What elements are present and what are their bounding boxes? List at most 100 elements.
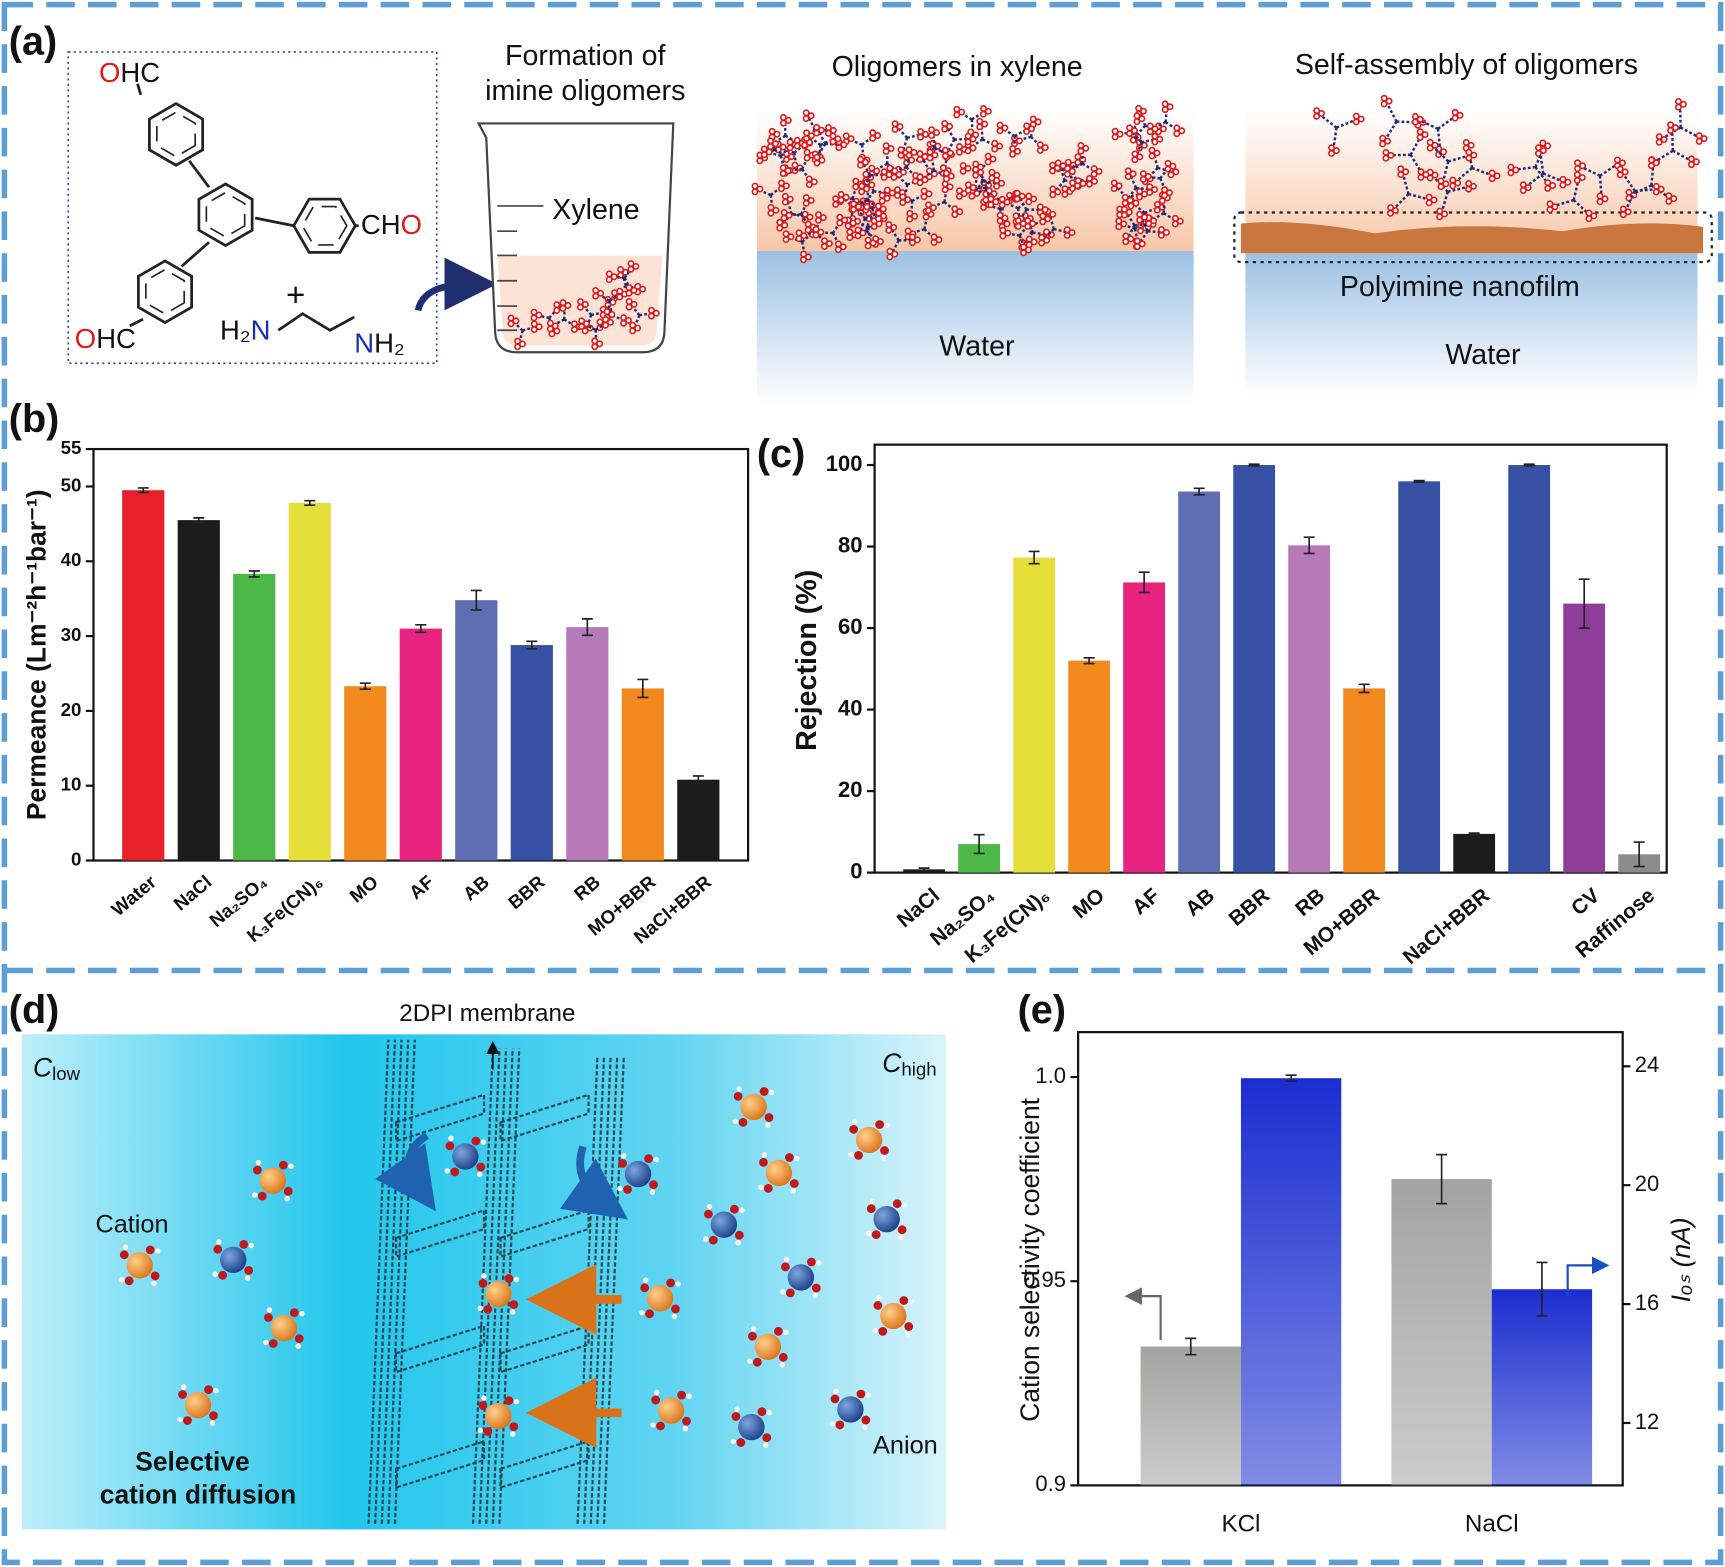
oligomer-arm bbox=[1053, 179, 1066, 193]
lattice-rung bbox=[499, 1093, 590, 1143]
aldehyde-group bbox=[596, 318, 604, 326]
aldehyde-group bbox=[1411, 118, 1419, 126]
aldehyde-group bbox=[1073, 182, 1081, 190]
aldehyde-group bbox=[1442, 180, 1450, 188]
oligomer-arm bbox=[1018, 235, 1027, 251]
y-tick-label: 0 bbox=[71, 848, 81, 869]
aldehyde-group bbox=[1647, 162, 1655, 170]
aldehyde-group bbox=[1465, 148, 1473, 156]
aldehyde-group bbox=[751, 188, 759, 196]
aldehyde-group bbox=[1624, 208, 1632, 216]
aldehyde-group bbox=[825, 240, 833, 247]
aldehyde-group bbox=[888, 189, 896, 197]
aldehyde-group bbox=[1402, 168, 1410, 176]
aldehyde-group bbox=[880, 168, 888, 176]
aldehyde-group bbox=[880, 174, 888, 181]
aldehyde-group bbox=[964, 186, 972, 194]
aldehyde-group bbox=[1352, 118, 1360, 126]
panel-label: (c) bbox=[757, 432, 805, 476]
water-oxygen bbox=[762, 1433, 772, 1443]
oligomer-arm bbox=[779, 144, 793, 157]
aldehyde-group bbox=[1136, 187, 1144, 195]
aldehyde-group bbox=[859, 229, 867, 237]
cation bbox=[259, 1167, 287, 1194]
aldehyde-group bbox=[564, 302, 572, 309]
ion-label: Cation bbox=[95, 1210, 168, 1238]
water-hydrogen bbox=[884, 1122, 890, 1129]
aldehyde-group bbox=[1064, 158, 1072, 166]
aldehyde-group bbox=[877, 238, 885, 246]
error-bar bbox=[1248, 463, 1260, 467]
oligomer-arm bbox=[910, 200, 914, 217]
aldehyde-group bbox=[1384, 137, 1392, 145]
aldehyde-group bbox=[1382, 148, 1390, 156]
phase-label: Water bbox=[1445, 339, 1521, 371]
water-oxygen bbox=[807, 1257, 816, 1267]
y-axis-title: Cation selectivity coefficient bbox=[1015, 1097, 1045, 1421]
aldehyde-group bbox=[625, 284, 633, 291]
aldehyde-group bbox=[891, 125, 899, 133]
oligomer-arm bbox=[1409, 133, 1423, 156]
water-hydrogen bbox=[448, 1135, 454, 1142]
aldehyde-group bbox=[910, 148, 918, 156]
water-hydrogen bbox=[898, 1234, 904, 1240]
aldehyde-group bbox=[807, 132, 815, 140]
step-title: Formation of bbox=[505, 40, 666, 72]
aldehyde-group bbox=[1454, 179, 1462, 187]
aldehyde-group bbox=[969, 135, 977, 143]
aldehyde-group bbox=[1675, 97, 1682, 105]
aldehyde-group bbox=[804, 220, 812, 228]
aldehyde-group bbox=[581, 301, 589, 308]
aldehyde-group bbox=[896, 123, 904, 131]
aldehyde-group bbox=[1674, 103, 1682, 111]
y-tick-label: 10 bbox=[61, 774, 82, 795]
aldehyde-group bbox=[760, 145, 768, 153]
aldehyde-group bbox=[1416, 128, 1424, 136]
water-hydrogen bbox=[779, 1362, 786, 1368]
oligomer-arm bbox=[1137, 230, 1149, 245]
aldehyde-group bbox=[603, 308, 611, 316]
aldehyde-group bbox=[782, 230, 790, 238]
water-hydrogen bbox=[151, 1280, 157, 1287]
aldehyde-group bbox=[1679, 100, 1687, 108]
y-tick-label: 0 bbox=[850, 858, 862, 883]
aldehyde-group bbox=[817, 228, 825, 236]
water-oxygen bbox=[294, 1334, 304, 1344]
aldehyde-group bbox=[1024, 222, 1032, 230]
oligomer-arm bbox=[1447, 154, 1471, 163]
aldehyde-group bbox=[1660, 135, 1668, 143]
aldehyde-group bbox=[551, 322, 559, 330]
aldehyde-group bbox=[1465, 185, 1473, 193]
oligomer-arm bbox=[1125, 187, 1137, 201]
water-oxygen bbox=[733, 1092, 743, 1101]
aldehyde-group bbox=[1001, 214, 1009, 222]
y-tick-label: 50 bbox=[61, 474, 82, 495]
aldehyde-group bbox=[1148, 146, 1156, 154]
oligomer-arm bbox=[1538, 150, 1545, 174]
aldehyde-group bbox=[829, 138, 837, 146]
aldehyde-group bbox=[891, 120, 899, 128]
aldehyde-group bbox=[834, 240, 842, 248]
aldehyde-group bbox=[1379, 140, 1387, 148]
aldehyde-group bbox=[1009, 145, 1017, 152]
caption: cation diffusion bbox=[100, 1479, 296, 1509]
aldehyde-group bbox=[879, 205, 887, 213]
aldehyde-group bbox=[776, 224, 784, 232]
water-oxygen bbox=[899, 1296, 909, 1305]
oligomer-arm bbox=[1650, 162, 1655, 186]
aldehyde-group bbox=[1313, 112, 1321, 120]
aldehyde-group bbox=[1670, 195, 1678, 203]
water-hydrogen bbox=[212, 1271, 218, 1277]
benzene-inner bbox=[156, 111, 197, 158]
aldehyde-group bbox=[899, 193, 907, 201]
water-oxygen bbox=[252, 1165, 262, 1175]
benzene-ring bbox=[137, 259, 194, 325]
aldehyde-group bbox=[891, 250, 899, 258]
aldehyde-group bbox=[1111, 133, 1119, 141]
oligomer-arm bbox=[1620, 171, 1636, 192]
aldehyde-group bbox=[634, 282, 642, 290]
water-oxygen bbox=[483, 1305, 493, 1314]
oligomer-arm bbox=[922, 159, 933, 175]
atom: N bbox=[251, 315, 271, 346]
oligomer-arm bbox=[870, 173, 886, 177]
